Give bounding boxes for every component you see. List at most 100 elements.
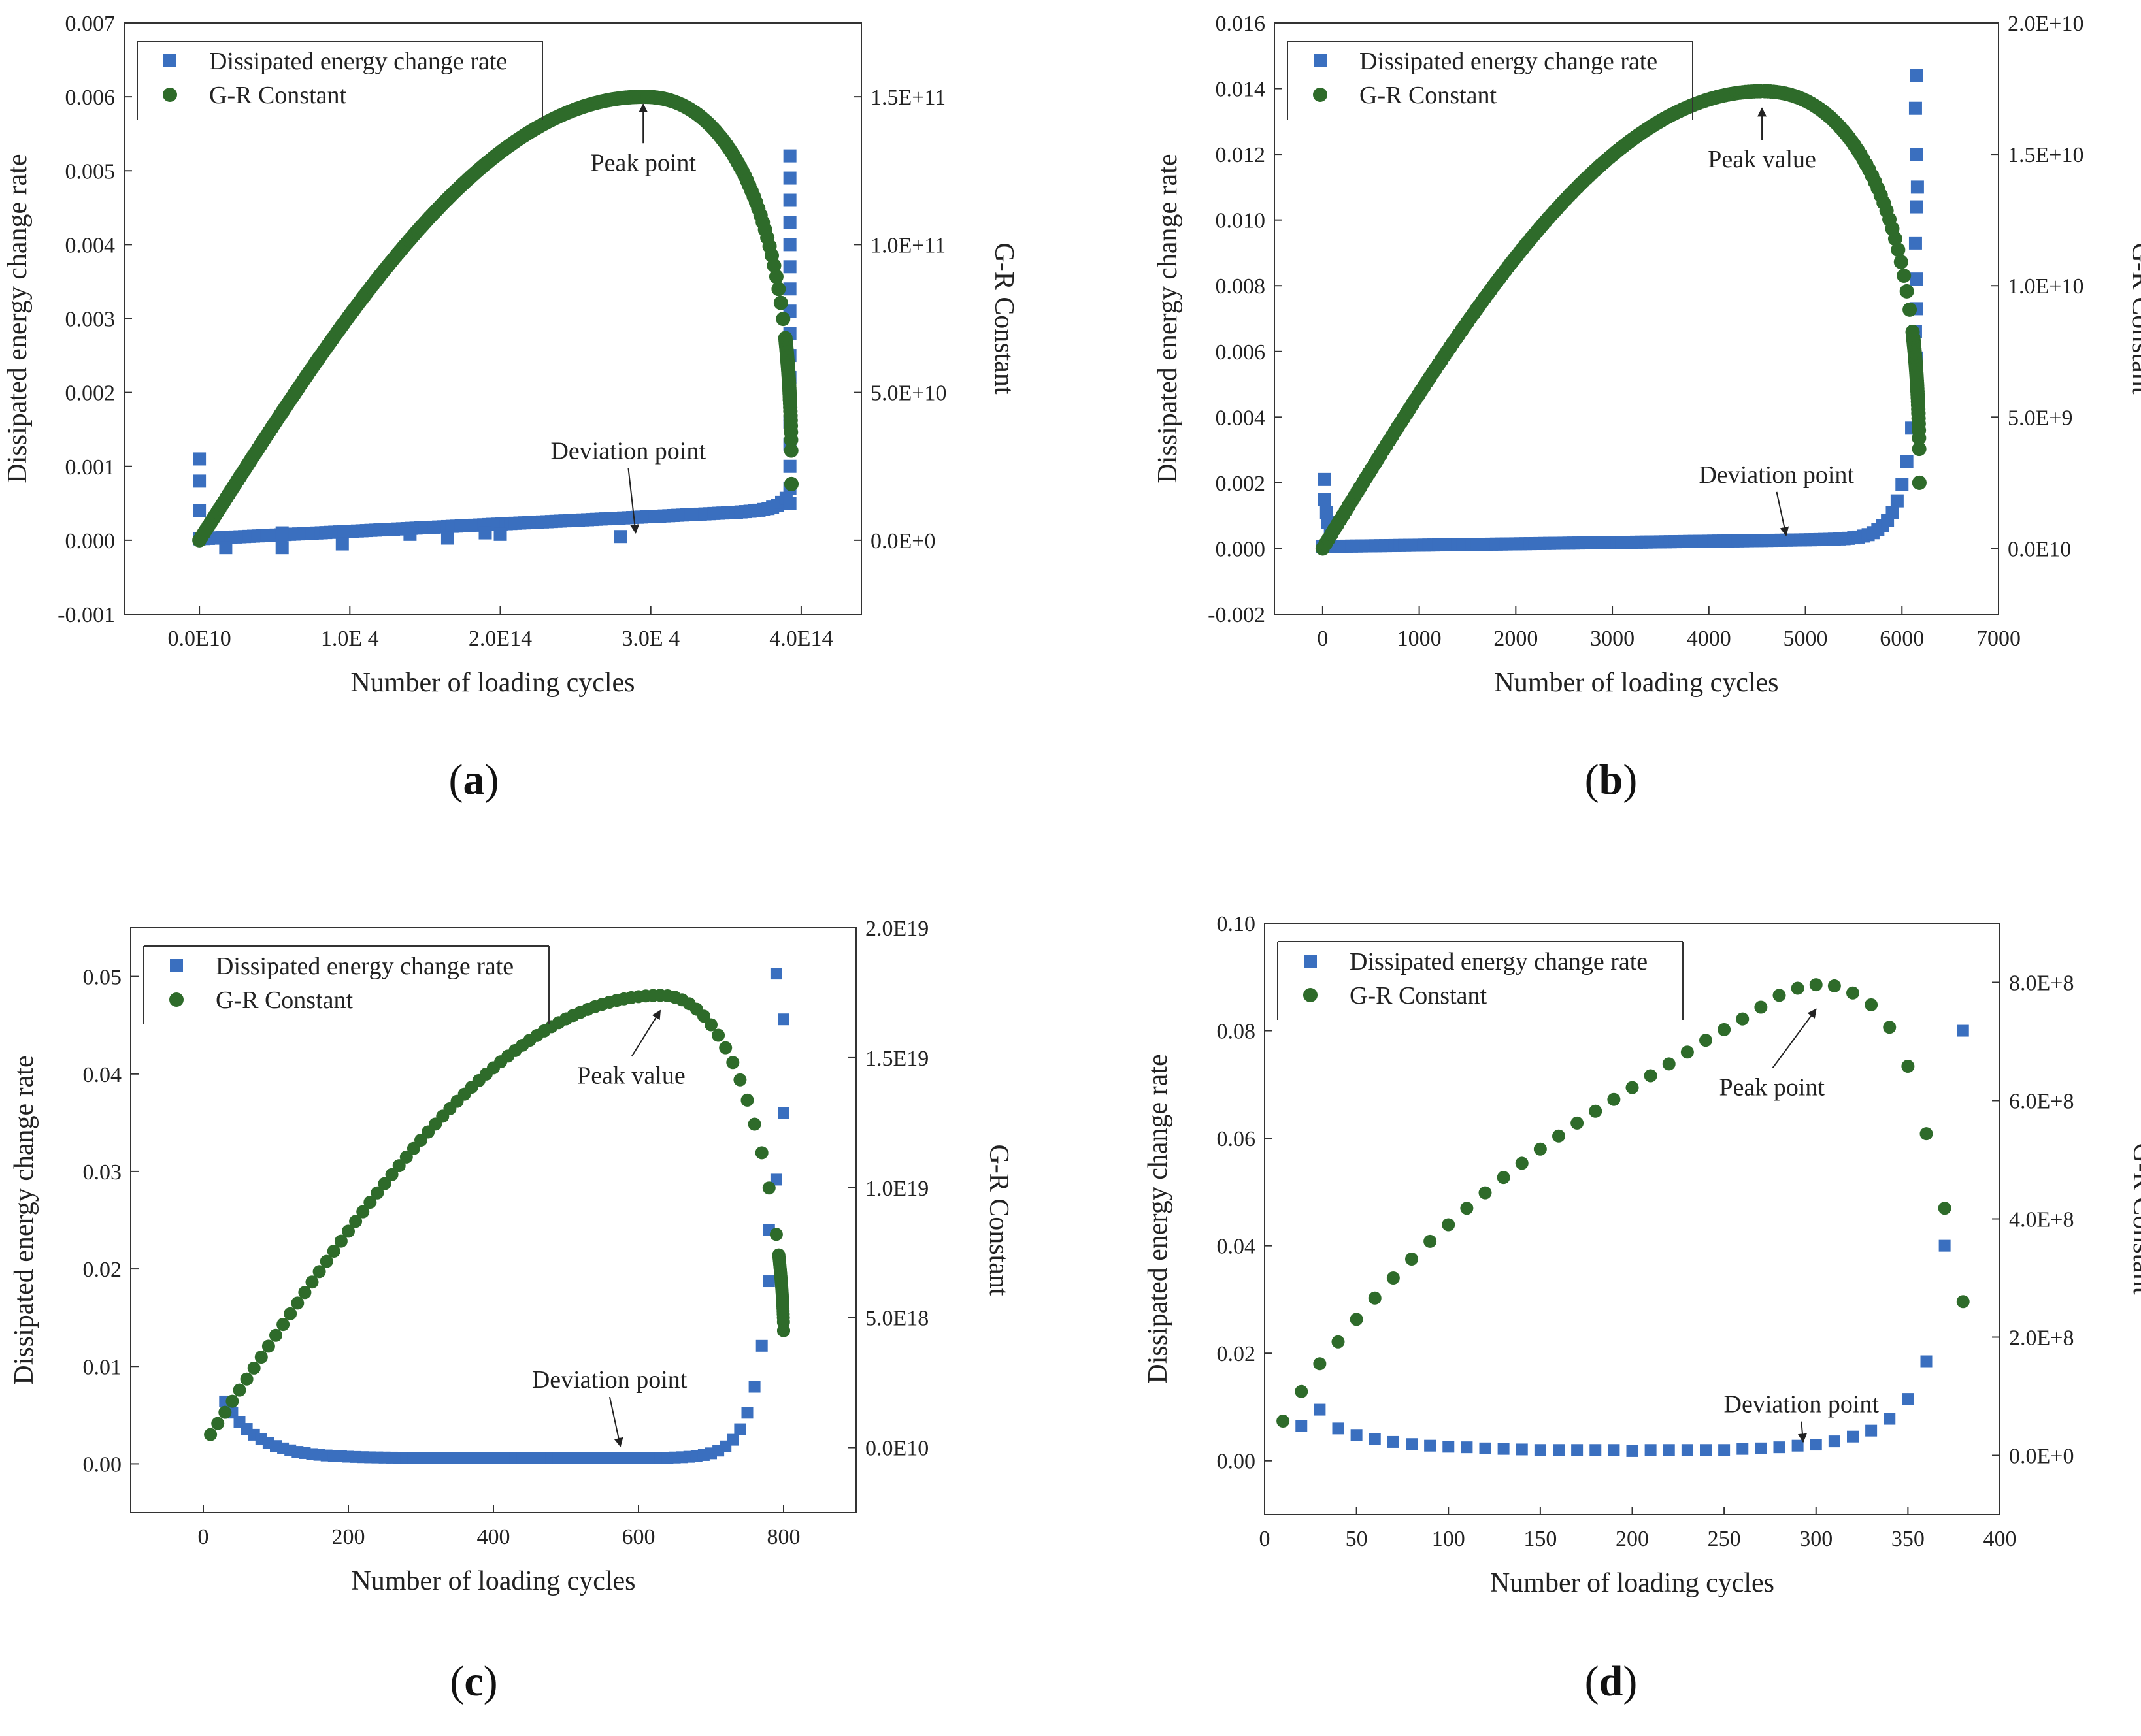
x-tick-label: 0 xyxy=(1317,627,1328,651)
dissipated-energy-point xyxy=(1295,1420,1308,1432)
chart-panel-d: 0 50 100 150 200 250 300 350 400 0.00 0.02 0.04 0.06… xyxy=(1143,912,2141,1705)
x-tick-label: 300 xyxy=(1799,1527,1833,1551)
y2-axis-title: G-R Constant xyxy=(989,242,1019,395)
dissipated-energy-point xyxy=(1957,1024,1969,1037)
gr-constant-point xyxy=(1772,989,1786,1002)
annotation-arrow xyxy=(1776,491,1789,536)
y-tick-label: 0.002 xyxy=(1216,472,1266,496)
x-tick-label: 400 xyxy=(477,1525,510,1549)
gr-constant-point xyxy=(363,1196,377,1209)
dissipated-energy-point xyxy=(1755,1442,1767,1454)
gr-constant-point xyxy=(233,1383,246,1397)
dissipated-energy-point xyxy=(1773,1441,1785,1454)
gr-constant-point xyxy=(1912,475,1927,490)
gr-constant-point xyxy=(1460,1202,1474,1215)
legend-square-marker xyxy=(1304,955,1317,968)
gr-constant-point xyxy=(777,1324,790,1337)
gr-constant-point xyxy=(1313,1357,1327,1371)
gr-constant-point xyxy=(767,258,782,273)
x-tick-label: 3000 xyxy=(1590,627,1635,651)
annotation-arrow xyxy=(631,1009,661,1057)
panel-label-open: ( xyxy=(450,1658,464,1705)
gr-constant-point xyxy=(349,1215,363,1228)
dissipated-energy-point xyxy=(1828,1435,1840,1448)
gr-constant-point xyxy=(769,1228,783,1241)
panel-label-letter: a xyxy=(463,756,485,804)
dissipated-energy-point xyxy=(763,1275,775,1288)
y2-tick-label: 4.0E+8 xyxy=(2009,1208,2074,1232)
dissipated-energy-point xyxy=(1442,1441,1455,1453)
y2-tick-label: 5.0E+9 xyxy=(2008,406,2072,430)
x-tick-label: 1000 xyxy=(1397,627,1442,651)
panel-label: (c) xyxy=(450,1658,497,1705)
gr-constant-point xyxy=(1754,1000,1768,1014)
dissipated-energy-point xyxy=(1910,69,1923,82)
y2-tick-label: 1.0E+11 xyxy=(871,233,946,257)
annotation-text: Peak value xyxy=(577,1062,686,1090)
gr-constant-point xyxy=(1423,1234,1437,1248)
x-axis-title: Number of loading cycles xyxy=(1494,668,1778,698)
dissipated-energy-point xyxy=(1571,1444,1584,1456)
gr-constant-point xyxy=(1478,1186,1492,1200)
gr-constant-point xyxy=(269,1328,282,1342)
dissipated-energy-point xyxy=(1424,1439,1436,1452)
dissipated-energy-point xyxy=(778,1013,789,1026)
x-tick-label: 2.0E14 xyxy=(469,627,532,651)
annotation-text: Peak value xyxy=(1708,146,1816,173)
y-tick-label: 0.001 xyxy=(65,455,116,480)
panel-label-letter: c xyxy=(464,1658,483,1705)
dissipated-energy-point xyxy=(1319,506,1333,519)
x-tick-label: 400 xyxy=(1983,1527,2017,1551)
gr-constant-point xyxy=(1893,255,1908,270)
gr-constant-point xyxy=(1589,1104,1602,1118)
gr-constant-point xyxy=(762,1181,776,1195)
gr-constant-point xyxy=(378,1177,391,1190)
gr-constant-point xyxy=(1625,1081,1639,1094)
dissipated-energy-point xyxy=(1884,1413,1896,1425)
y-tick-label: 0.014 xyxy=(1216,78,1266,102)
dissipated-energy-point xyxy=(778,1107,789,1119)
gr-constant-point xyxy=(1902,302,1917,317)
gr-constant-point xyxy=(1891,242,1906,257)
gr-constant-point xyxy=(712,1028,725,1042)
annotation-arrow xyxy=(608,1396,623,1447)
dissipated-energy-point xyxy=(1700,1444,1712,1456)
annotation-text: Deviation point xyxy=(550,437,706,465)
gr-constant-point xyxy=(1680,1045,1694,1059)
gr-constant-point xyxy=(254,1351,268,1364)
y-tick-label: 0.04 xyxy=(83,1063,122,1087)
dissipated-energy-point xyxy=(1314,1403,1326,1416)
chart-panel-c: 0 200 400 600 800 0.00 0.01 0.02 0.03 0.04 0.05 0.0… xyxy=(9,917,1014,1705)
series-gr-constant xyxy=(204,989,790,1441)
annotation-arrow xyxy=(1772,1008,1817,1068)
dissipated-energy-point xyxy=(1663,1444,1675,1456)
y-tick-label: 0.004 xyxy=(1216,406,1266,430)
legend-square-marker xyxy=(170,959,183,972)
gr-constant-point xyxy=(755,1146,769,1160)
dissipated-energy-point xyxy=(1479,1442,1491,1454)
dissipated-energy-point xyxy=(1885,506,1899,519)
y2-tick-label: 2.0E19 xyxy=(865,917,929,941)
gr-constant-point xyxy=(1405,1253,1418,1266)
y-tick-label: 0.05 xyxy=(83,966,122,990)
gr-constant-point xyxy=(371,1186,384,1200)
gr-constant-point xyxy=(276,1318,290,1332)
panel-label-letter: b xyxy=(1599,756,1623,804)
gr-constant-point xyxy=(740,1093,754,1107)
y2-tick-label: 0.0E+0 xyxy=(871,529,935,553)
gr-constant-point xyxy=(298,1286,312,1300)
panel-label: (a) xyxy=(449,756,499,804)
gr-constant-point xyxy=(1386,1271,1400,1285)
dissipated-energy-point xyxy=(783,216,797,229)
legend-label-dissipated: Dissipated energy change rate xyxy=(209,48,507,75)
y-tick-label: 0.005 xyxy=(65,159,116,184)
legend: Dissipated energy change rate G-R Constan… xyxy=(1287,41,1693,120)
dissipated-energy-point xyxy=(1497,1443,1510,1455)
dissipated-energy-point xyxy=(1895,478,1909,491)
series-dissipated-energy xyxy=(1316,69,1924,553)
dissipated-energy-point xyxy=(1718,1444,1731,1456)
x-tick-label: 50 xyxy=(1346,1527,1368,1551)
dissipated-energy-point xyxy=(1910,200,1923,214)
dissipated-energy-point xyxy=(478,526,492,540)
y-tick-label: 0.010 xyxy=(1216,209,1266,233)
